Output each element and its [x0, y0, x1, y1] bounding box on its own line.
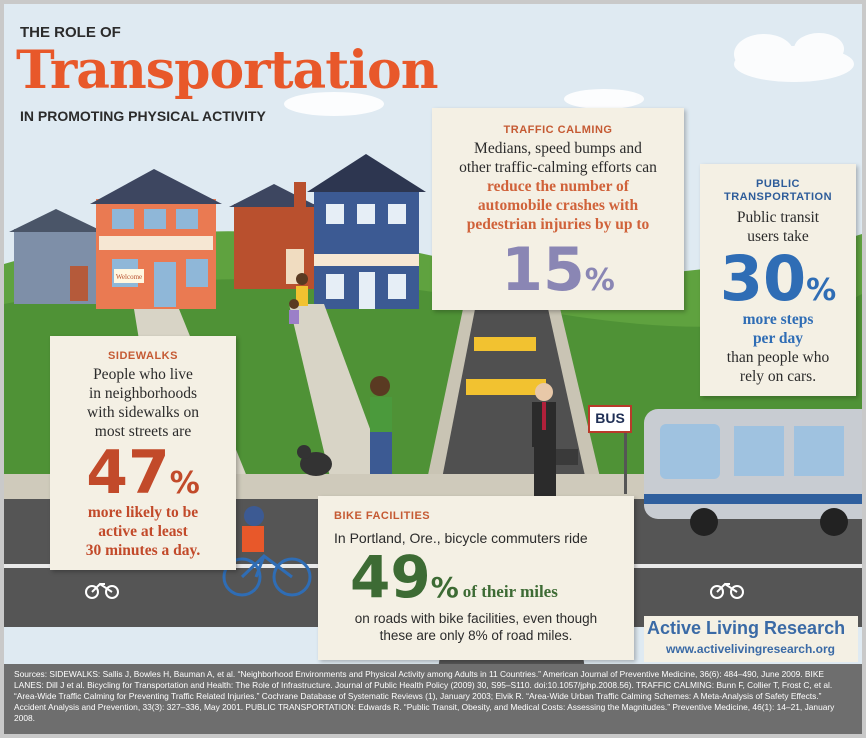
stat-unit: %	[806, 273, 836, 308]
panel-text: than people who	[700, 348, 856, 367]
stat-value: 49	[350, 543, 431, 611]
page: {"header": {"pre_title": "THE ROLE OF", …	[0, 0, 866, 738]
panel-text: in neighborhoods	[50, 384, 236, 403]
traffic-calming-panel: TRAFFIC CALMING Medians, speed bumps and…	[432, 108, 684, 310]
welcome-sign-text: Welcome	[116, 273, 142, 281]
panel-heading: SIDEWALKS	[50, 350, 236, 362]
bus-sign-text: BUS	[595, 410, 625, 426]
stat-value: 47	[86, 438, 170, 508]
infographic: BUS Welcome THE ROLE OF Transportation I…	[4, 4, 862, 734]
panel-text: Medians, speed bumps and	[432, 139, 684, 158]
brand-name: Active Living Research	[647, 618, 845, 639]
panel-text: with sidewalks on	[50, 403, 236, 422]
panel-highlight: per day	[700, 329, 856, 348]
brand-url: www.activelivingresearch.org	[666, 642, 835, 656]
panel-highlight: pedestrian injuries by up to	[432, 215, 684, 234]
panel-text: on roads with bike facilities, even thou…	[318, 610, 634, 627]
panel-text: rely on cars.	[700, 367, 856, 386]
panel-heading: BIKE FACILITIES	[334, 510, 634, 522]
subtitle: IN PROMOTING PHYSICAL ACTIVITY	[20, 108, 266, 124]
speed-bump	[466, 379, 546, 395]
bus	[644, 409, 862, 536]
title: Transportation	[16, 40, 438, 101]
panel-heading: TRANSPORTATION	[700, 191, 856, 204]
panel-highlight: more likely to be	[50, 503, 236, 522]
stat-value: 15	[501, 235, 585, 305]
panel-highlight: reduce the number of	[432, 177, 684, 196]
stat-unit: %	[585, 263, 615, 298]
pre-title: THE ROLE OF	[20, 24, 121, 41]
speed-bump	[474, 337, 536, 351]
bike-facilities-panel: BIKE FACILITIES In Portland, Ore., bicyc…	[318, 496, 634, 660]
public-transportation-panel: PUBLIC TRANSPORTATION Public transit use…	[700, 164, 856, 396]
panel-text: these are only 8% of road miles.	[318, 627, 634, 644]
stat-unit: %	[170, 466, 200, 501]
sources-text: Sources: SIDEWALKS: Sallis J, Bowles H, …	[14, 669, 854, 724]
panel-text: Public transit	[700, 208, 856, 227]
panel-heading: TRAFFIC CALMING	[432, 124, 684, 136]
panel-heading: PUBLIC	[700, 178, 856, 191]
panel-highlight: 30 minutes a day.	[50, 541, 236, 560]
sidewalks-panel: SIDEWALKS People who live in neighborhoo…	[50, 336, 236, 570]
panel-highlight: active at least	[50, 522, 236, 541]
sign-pole	[624, 429, 627, 494]
stat-suffix: of their miles	[463, 582, 558, 601]
stat-value: 30	[720, 242, 806, 315]
panel-highlight: automobile crashes with	[432, 196, 684, 215]
stat-unit: %	[431, 571, 459, 604]
panel-text: other traffic-calming efforts can	[432, 158, 684, 177]
panel-text: People who live	[50, 365, 236, 384]
